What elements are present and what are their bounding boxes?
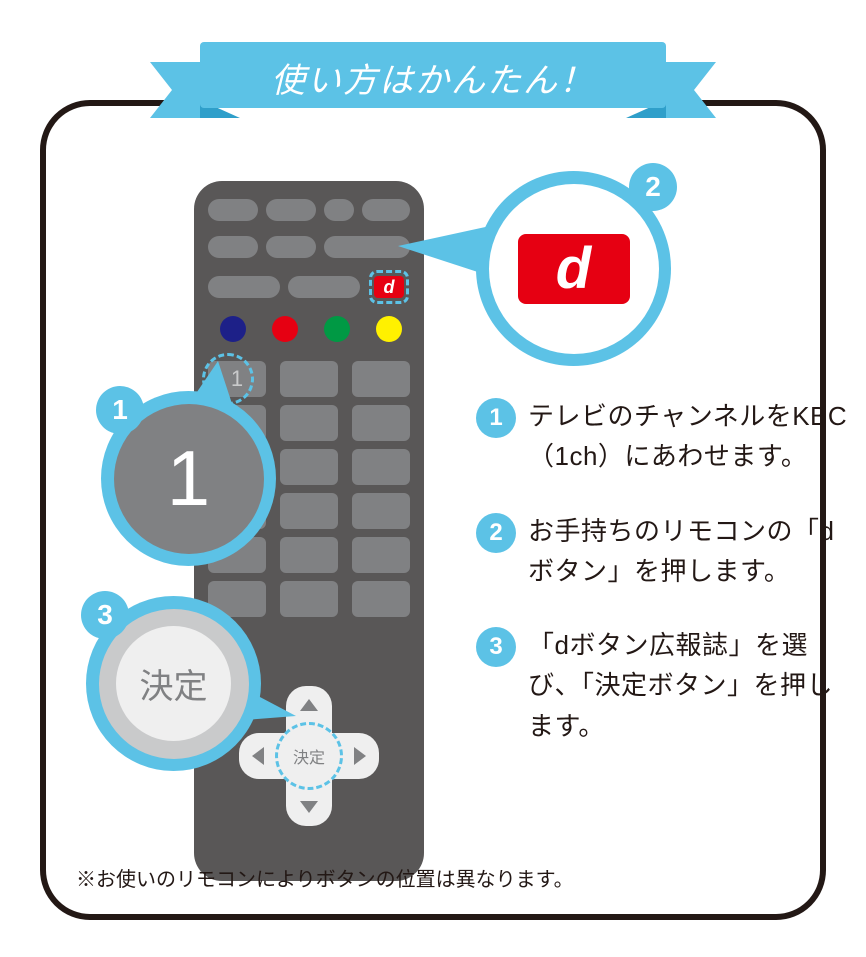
callout-2-d-button: d: [518, 234, 630, 304]
title-ribbon: 使い方はかんたん！: [150, 40, 716, 135]
step-1-num: 1: [476, 398, 516, 438]
step-2-num: 2: [476, 513, 516, 553]
color-btn-yellow[interactable]: [376, 316, 402, 342]
remote-btn: [362, 199, 410, 221]
remote-key[interactable]: [280, 581, 338, 617]
remote-btn: [324, 199, 354, 221]
remote-btn: [208, 199, 258, 221]
step-3-text: 「dボタン広報誌」を選び、「決定ボタン」を押します。: [528, 625, 851, 746]
callout-2-inner: d: [489, 184, 659, 354]
color-btn-blue[interactable]: [220, 316, 246, 342]
remote-btn: [266, 199, 316, 221]
step-3: 3 「dボタン広報誌」を選び、「決定ボタン」を押します。: [476, 625, 851, 746]
callout-3-badge: 3: [81, 591, 129, 639]
remote-key[interactable]: [352, 361, 410, 397]
step-1-text: テレビのチャンネルをKBC（1ch）にあわせます。: [528, 396, 851, 477]
step-2: 2 お手持ちのリモコンの「dボタン」を押します。: [476, 511, 851, 592]
step-list: 1 テレビのチャンネルをKBC（1ch）にあわせます。 2 お手持ちのリモコンの…: [476, 396, 851, 780]
step-2-text: お手持ちのリモコンの「dボタン」を押します。: [528, 511, 851, 592]
instruction-card: d 1: [40, 100, 826, 920]
color-btn-red[interactable]: [272, 316, 298, 342]
remote-key[interactable]: [280, 537, 338, 573]
callout-2-badge: 2: [629, 163, 677, 211]
remote-btn: [208, 236, 258, 258]
remote-key[interactable]: [352, 493, 410, 529]
color-btn-green[interactable]: [324, 316, 350, 342]
remote-key[interactable]: [280, 493, 338, 529]
remote-btn: [288, 276, 360, 298]
ribbon-text: 使い方はかんたん！: [150, 40, 716, 115]
remote-btn: [266, 236, 316, 258]
remote-key[interactable]: [280, 361, 338, 397]
remote-key[interactable]: [352, 581, 410, 617]
remote-btn: [208, 276, 280, 298]
callout-1: 1 1: [101, 391, 276, 566]
footnote: ※お使いのリモコンによりボタンの位置は異なります。: [76, 863, 574, 892]
remote-key[interactable]: [352, 449, 410, 485]
callout-3-label: 決定: [116, 626, 231, 741]
remote-key[interactable]: [280, 405, 338, 441]
step-1: 1 テレビのチャンネルをKBC（1ch）にあわせます。: [476, 396, 851, 477]
callout-3: 決定 3: [86, 596, 261, 771]
remote-key[interactable]: [352, 537, 410, 573]
step-3-num: 3: [476, 627, 516, 667]
remote-key[interactable]: [280, 449, 338, 485]
remote-key[interactable]: [352, 405, 410, 441]
callout-2: d 2: [476, 171, 671, 366]
callout-1-badge: 1: [96, 386, 144, 434]
